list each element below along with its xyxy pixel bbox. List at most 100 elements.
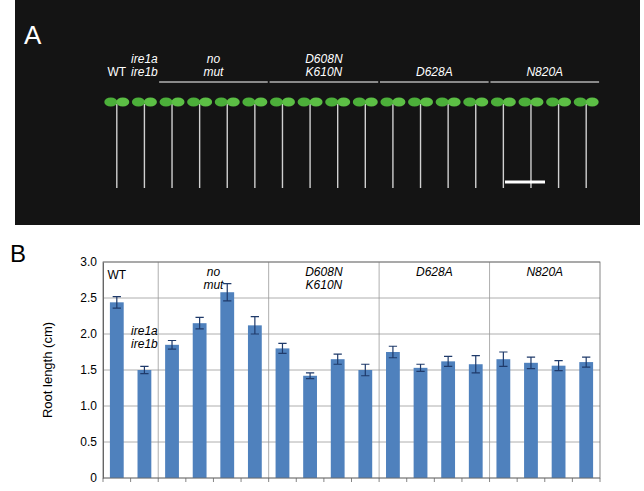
group-separator xyxy=(158,262,159,478)
seedling-leaf xyxy=(187,98,200,107)
seedling xyxy=(298,98,323,189)
seedling-leaf xyxy=(491,98,504,107)
bar xyxy=(552,366,566,478)
seedling-leaf xyxy=(436,98,449,107)
seedling-leaf xyxy=(475,98,488,107)
seedling-leaf xyxy=(104,98,117,107)
x-tick xyxy=(158,478,159,482)
seedling-root xyxy=(199,104,200,188)
seedling xyxy=(325,98,350,189)
error-bar xyxy=(223,284,231,301)
group-separator xyxy=(489,262,490,478)
bar xyxy=(358,370,372,478)
seedling-leaf xyxy=(282,98,295,107)
seedling-leaf xyxy=(546,98,559,107)
seedling-leaf xyxy=(160,98,173,107)
seedling-leaf xyxy=(380,98,393,107)
y-tick-label: 2.5 xyxy=(80,291,97,305)
seedling-leaf xyxy=(337,98,350,107)
seedling-root xyxy=(558,104,559,188)
seedling-leaf xyxy=(242,98,255,107)
grid xyxy=(103,262,600,478)
seedling-leaf xyxy=(392,98,405,107)
error-bar xyxy=(195,317,203,329)
x-tick xyxy=(489,478,490,482)
seedling xyxy=(160,98,185,189)
seedling-root xyxy=(447,104,448,188)
bar xyxy=(110,302,124,478)
error-bar xyxy=(361,364,369,376)
seedling-root xyxy=(365,104,366,188)
y-tick: 3.0 xyxy=(80,255,103,269)
y-tick-label: 3.0 xyxy=(80,255,97,269)
seedling-leaf xyxy=(586,98,599,107)
seedling-root xyxy=(503,104,504,188)
seedling-root xyxy=(144,104,145,188)
photo-label: D608NK610N xyxy=(305,52,343,79)
seedling-leaf xyxy=(365,98,378,107)
photo-label-underline xyxy=(380,82,489,83)
group-label-line: WT xyxy=(107,268,126,282)
seedling-root xyxy=(530,104,531,188)
photo-background xyxy=(15,0,640,225)
bar xyxy=(248,325,262,478)
photo-label-line: N820A xyxy=(526,65,563,79)
bar xyxy=(276,348,290,478)
photo-label-underline xyxy=(159,82,268,83)
seedling-leaf xyxy=(227,98,240,107)
seedling-leaf xyxy=(574,98,587,107)
x-tick xyxy=(600,478,601,482)
error-bar xyxy=(389,346,397,358)
seedling-root xyxy=(420,104,421,188)
bar xyxy=(331,359,345,478)
bar xyxy=(414,368,428,478)
bar xyxy=(165,345,179,478)
x-tick xyxy=(241,478,242,482)
chart-panel: B00.51.01.52.02.53.0Root length (cm)WTir… xyxy=(10,240,600,485)
seedling xyxy=(574,98,599,189)
error-bar xyxy=(472,356,480,373)
y-tick: 0.5 xyxy=(80,435,103,449)
seedling xyxy=(353,98,378,189)
error-bar xyxy=(278,343,286,353)
x-tick xyxy=(130,478,131,482)
group-label-line: mut xyxy=(203,278,224,292)
error-bar xyxy=(334,354,342,364)
y-tick: 1.5 xyxy=(80,363,103,377)
bar xyxy=(386,352,400,478)
plot-frame xyxy=(103,262,600,478)
bars xyxy=(110,284,593,478)
seedling xyxy=(187,98,212,189)
seedling-leaf xyxy=(448,98,461,107)
y-tick-label: 1.0 xyxy=(80,399,97,413)
error-bar xyxy=(113,297,121,309)
y-axis-line xyxy=(103,263,104,479)
group-label-line: no xyxy=(207,265,221,279)
seedling xyxy=(270,98,295,189)
y-tick-label: 0.5 xyxy=(80,435,97,449)
seedling-leaf xyxy=(116,98,129,107)
seedling-leaf xyxy=(353,98,366,107)
seedling-leaf xyxy=(310,98,323,107)
photo-label-line: no xyxy=(207,52,221,66)
bar xyxy=(138,370,152,478)
photo-label-line: ire1b xyxy=(131,65,158,79)
seedling-leaf xyxy=(215,98,228,107)
seedling-leaf xyxy=(254,98,267,107)
group-label-line: N820A xyxy=(526,265,563,279)
photo-label-line: D608N xyxy=(305,52,343,66)
x-tick xyxy=(268,478,269,482)
seedling-leaf xyxy=(420,98,433,107)
bar xyxy=(193,323,207,478)
seedling-leaf xyxy=(518,98,531,107)
y-axis: 00.51.01.52.02.53.0 xyxy=(80,255,103,485)
seedling xyxy=(242,98,267,189)
seedling-root xyxy=(227,104,228,188)
x-tick xyxy=(185,478,186,482)
bar xyxy=(579,362,593,478)
seedling-root xyxy=(309,104,310,188)
photo-label-line: D628A xyxy=(416,65,453,79)
error-bar xyxy=(582,357,590,367)
y-tick: 0 xyxy=(90,471,103,485)
bar xyxy=(496,359,510,478)
